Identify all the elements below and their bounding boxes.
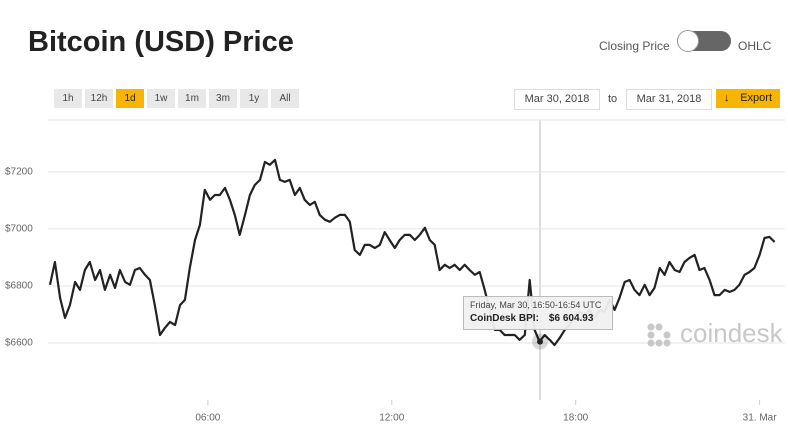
x-tick-label: 06:00 xyxy=(195,413,220,424)
to-label: to xyxy=(608,93,618,105)
toggle-knob xyxy=(677,30,699,52)
tooltip-value: $6 604.93 xyxy=(548,313,594,324)
chart-title: Bitcoin (USD) Price xyxy=(28,26,294,58)
x-tick-label: 31. Mar xyxy=(743,413,778,424)
hover-point xyxy=(537,338,543,345)
range-buttons: 1h 12h 1d 1w 1m 3m 1y All xyxy=(54,89,299,108)
range-button[interactable]: 1y xyxy=(240,89,268,108)
range-button[interactable]: All xyxy=(271,89,299,108)
toggle-label: OHLC xyxy=(738,39,772,53)
range-button[interactable]: 1m xyxy=(178,89,206,108)
tooltip: Friday, Mar 30, 16:50-16:54 UTC CoinDesk… xyxy=(463,296,613,330)
date-input[interactable]: Mar 30, 2018 xyxy=(514,89,600,110)
range-button[interactable]: 1h xyxy=(54,89,82,108)
y-tick-label: $6600 xyxy=(5,338,33,349)
x-tick-label: 18:00 xyxy=(563,413,588,424)
logo: coindesk xyxy=(680,318,783,348)
tooltip-title: Friday, Mar 30, 16:50-16:54 UTC xyxy=(470,300,602,310)
y-tick-label: $6800 xyxy=(5,281,33,292)
x-tick-label: 12:00 xyxy=(379,413,404,424)
tooltip-name: CoinDesk BPI: xyxy=(470,313,539,324)
range-button[interactable]: 1d xyxy=(116,89,144,108)
toggle-label: Closing Price xyxy=(599,39,670,53)
price-line xyxy=(48,158,776,347)
range-button[interactable]: 1w xyxy=(147,89,175,108)
y-tick-label: $7200 xyxy=(5,167,33,178)
export-button[interactable]: Export xyxy=(716,89,780,108)
logo-icon xyxy=(647,323,671,347)
date-input[interactable]: Mar 31, 2018 xyxy=(626,89,712,110)
y-tick-label: $7000 xyxy=(5,224,33,235)
range-button[interactable]: 12h xyxy=(85,89,113,108)
toggle-switch[interactable] xyxy=(677,30,731,52)
range-button[interactable]: 3m xyxy=(209,89,237,108)
